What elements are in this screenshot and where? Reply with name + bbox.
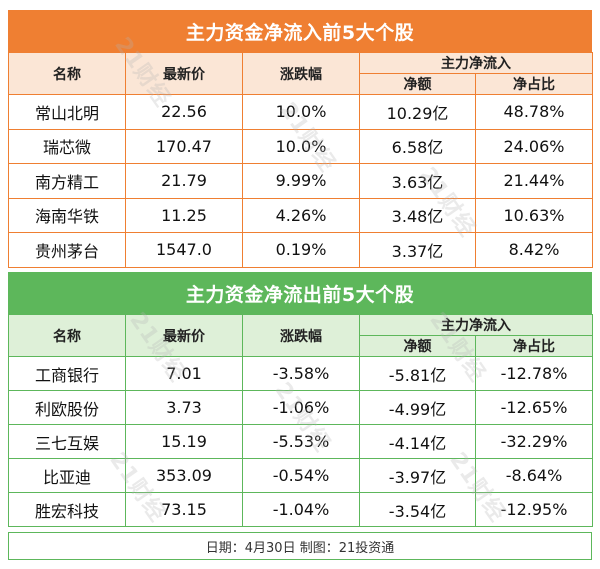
stock-price: 1547.0 — [125, 232, 243, 268]
header-ratio: 净占比 — [475, 73, 593, 95]
stock-net: 3.48亿 — [359, 197, 476, 233]
stock-name: 贵州茅台 — [8, 232, 126, 268]
table-row: 海南华铁 11.25 4.26% 3.48亿 10.63% — [8, 197, 593, 233]
stock-name: 瑞芯微 — [8, 128, 126, 164]
stock-ratio: -32.29% — [475, 424, 593, 459]
table-row: 胜宏科技 73.15 -1.04% -3.54亿 -12.95% — [8, 492, 593, 527]
stock-change: -3.58% — [242, 356, 360, 391]
table-row: 比亚迪 353.09 -0.54% -3.97亿 -8.64% — [8, 458, 593, 493]
stock-price: 73.15 — [125, 492, 243, 527]
stock-name: 利欧股份 — [8, 390, 126, 425]
table-row: 工商银行 7.01 -3.58% -5.81亿 -12.78% — [8, 356, 593, 391]
stock-ratio: 48.78% — [475, 94, 593, 130]
stock-net: 10.29亿 — [359, 94, 476, 130]
stock-name: 胜宏科技 — [8, 492, 126, 527]
stock-ratio: -8.64% — [475, 458, 593, 493]
stock-price: 22.56 — [125, 94, 243, 130]
stock-ratio: 24.06% — [475, 128, 593, 164]
stock-change: 4.26% — [242, 197, 360, 233]
stock-change: 10.0% — [242, 94, 360, 130]
header-price: 最新价 — [125, 52, 243, 95]
stock-name: 工商银行 — [8, 356, 126, 391]
header-name: 名称 — [8, 314, 126, 357]
stock-ratio: -12.78% — [475, 356, 593, 391]
header-price: 最新价 — [125, 314, 243, 357]
stock-ratio: -12.95% — [475, 492, 593, 527]
stock-net: -3.54亿 — [359, 492, 476, 527]
stock-change: 10.0% — [242, 128, 360, 164]
header-main-inflow: 主力净流入 — [359, 314, 593, 336]
stock-name: 海南华铁 — [8, 197, 126, 233]
table-row: 瑞芯微 170.47 10.0% 6.58亿 24.06% — [8, 128, 593, 164]
stock-ratio: 21.44% — [475, 163, 593, 199]
stock-net: 3.63亿 — [359, 163, 476, 199]
stock-ratio: 10.63% — [475, 197, 593, 233]
stock-price: 21.79 — [125, 163, 243, 199]
stock-net: 3.37亿 — [359, 232, 476, 268]
outflow-table: 名称 最新价 涨跌幅 主力净流入 净额 净占比 工商银行 7.01 -3.58%… — [8, 314, 593, 527]
stock-change: -1.04% — [242, 492, 360, 527]
outflow-section: 主力资金净流出前5大个股 名称 最新价 涨跌幅 主力净流入 净额 净占比 — [8, 272, 593, 527]
stock-price: 11.25 — [125, 197, 243, 233]
header-ratio: 净占比 — [475, 335, 593, 357]
stock-net: -4.14亿 — [359, 424, 476, 459]
stock-name: 南方精工 — [8, 163, 126, 199]
header-net: 净额 — [359, 335, 476, 357]
stock-change: -5.53% — [242, 424, 360, 459]
stock-ratio: 8.42% — [475, 232, 593, 268]
stock-change: -0.54% — [242, 458, 360, 493]
stock-net: -3.97亿 — [359, 458, 476, 493]
inflow-title: 主力资金净流入前5大个股 — [8, 10, 592, 52]
stock-net: -4.99亿 — [359, 390, 476, 425]
inflow-table: 名称 最新价 涨跌幅 主力净流入 净额 净占比 常山北明 22.56 10.0%… — [8, 52, 593, 268]
table-row: 南方精工 21.79 9.99% 3.63亿 21.44% — [8, 163, 593, 199]
outflow-title: 主力资金净流出前5大个股 — [8, 272, 592, 314]
header-change: 涨跌幅 — [242, 52, 360, 95]
stock-price: 353.09 — [125, 458, 243, 493]
inflow-section: 主力资金净流入前5大个股 名称 最新价 涨跌幅 主力净流入 净额 净占比 — [8, 10, 593, 268]
table-row: 常山北明 22.56 10.0% 10.29亿 48.78% — [8, 94, 593, 130]
stock-price: 3.73 — [125, 390, 243, 425]
header-main-inflow: 主力净流入 — [359, 52, 593, 74]
stock-net: 6.58亿 — [359, 128, 476, 164]
header-name: 名称 — [8, 52, 126, 95]
header-net: 净额 — [359, 73, 476, 95]
stock-name: 比亚迪 — [8, 458, 126, 493]
stock-name: 三七互娱 — [8, 424, 126, 459]
stock-price: 170.47 — [125, 128, 243, 164]
source-footer: 日期：4月30日 制图：21投资通 — [8, 532, 592, 560]
stock-change: 0.19% — [242, 232, 360, 268]
stock-change: 9.99% — [242, 163, 360, 199]
stock-ratio: -12.65% — [475, 390, 593, 425]
stock-price: 7.01 — [125, 356, 243, 391]
table-row: 三七互娱 15.19 -5.53% -4.14亿 -32.29% — [8, 424, 593, 459]
stock-name: 常山北明 — [8, 94, 126, 130]
header-change: 涨跌幅 — [242, 314, 360, 357]
stock-price: 15.19 — [125, 424, 243, 459]
stock-net: -5.81亿 — [359, 356, 476, 391]
table-row: 利欧股份 3.73 -1.06% -4.99亿 -12.65% — [8, 390, 593, 425]
stock-change: -1.06% — [242, 390, 360, 425]
table-row: 贵州茅台 1547.0 0.19% 3.37亿 8.42% — [8, 232, 593, 268]
